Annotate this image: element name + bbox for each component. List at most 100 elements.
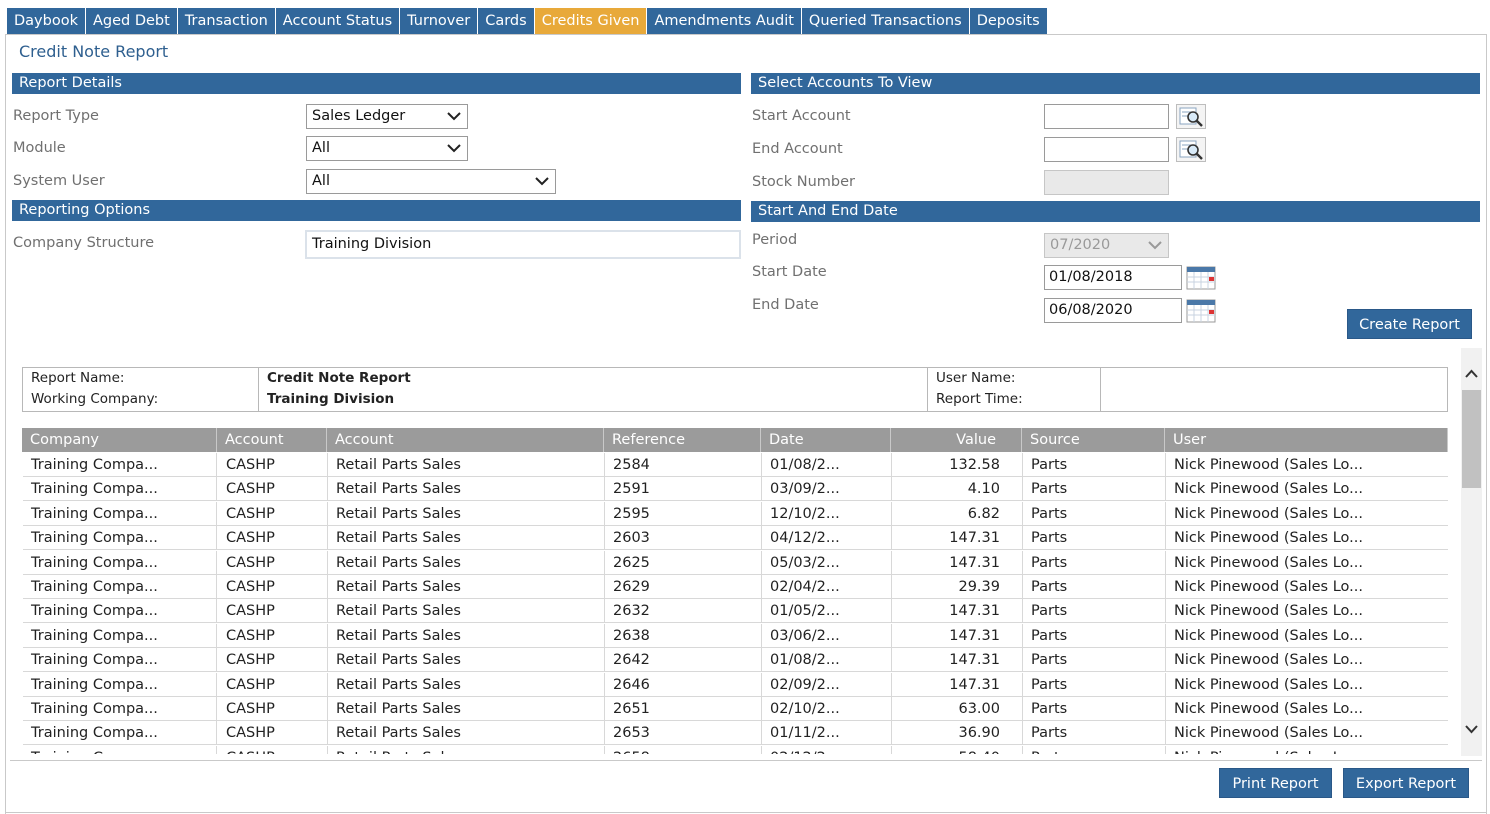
table-cell: 147.31 — [892, 623, 1023, 648]
report-type-select[interactable]: Sales Ledger — [306, 104, 468, 129]
table-cell: Parts — [1023, 453, 1166, 477]
table-cell: Nick Pinewood (Sales Lo... — [1166, 624, 1448, 648]
tab-cards[interactable]: Cards — [478, 8, 535, 34]
report-details-heading: Report Details — [12, 73, 741, 94]
column-header[interactable]: Value — [891, 428, 1022, 452]
company-structure-field[interactable]: Training Division — [305, 230, 741, 259]
table-cell: 04/12/2... — [762, 526, 892, 551]
table-cell: 6.82 — [892, 501, 1023, 526]
chevron-down-icon — [447, 112, 461, 121]
table-cell: Retail Parts Sales — [328, 575, 605, 599]
table-cell: 02/04/2... — [762, 575, 892, 599]
report-panel — [5, 34, 1487, 814]
scroll-down-icon[interactable] — [1463, 720, 1480, 737]
system-user-select[interactable]: All — [306, 169, 556, 194]
table-cell: Nick Pinewood (Sales Lo... — [1166, 648, 1448, 672]
column-header[interactable]: Reference — [604, 428, 761, 452]
table-cell: Retail Parts Sales — [328, 697, 605, 721]
tab-daybook[interactable]: Daybook — [7, 8, 86, 34]
end-date-input[interactable]: 06/08/2020 — [1044, 298, 1182, 323]
module-select[interactable]: All — [306, 136, 468, 161]
start-account-input[interactable] — [1044, 104, 1169, 129]
table-cell: CASHP — [218, 648, 328, 673]
table-cell: Parts — [1023, 745, 1166, 754]
table-cell: 2625 — [605, 550, 762, 575]
table-cell: Training Compa... — [23, 623, 217, 648]
table-cell: CASHP — [218, 453, 328, 477]
tab-aged-debt[interactable]: Aged Debt — [85, 8, 178, 34]
calendar-icon[interactable] — [1186, 266, 1216, 291]
tab-account-status[interactable]: Account Status — [275, 8, 401, 34]
tab-deposits[interactable]: Deposits — [969, 8, 1048, 34]
table-cell: CASHP — [218, 721, 328, 746]
table-cell: CASHP — [218, 599, 328, 624]
table-cell: Retail Parts Sales — [328, 477, 605, 502]
table-cell: 58.40 — [892, 745, 1023, 754]
column-header[interactable]: Company — [22, 428, 217, 452]
scrollbar-thumb[interactable] — [1462, 390, 1481, 488]
tab-transaction[interactable]: Transaction — [177, 8, 276, 34]
table-cell: 2629 — [605, 575, 762, 599]
magnifier-search-icon[interactable] — [1176, 104, 1206, 129]
tab-queried-transactions[interactable]: Queried Transactions — [801, 8, 970, 34]
print-report-button[interactable]: Print Report — [1219, 768, 1332, 798]
system-user-label: System User — [13, 173, 105, 189]
tab-turnover[interactable]: Turnover — [400, 8, 479, 34]
column-header[interactable]: Account — [217, 428, 327, 452]
start-date-input[interactable]: 01/08/2018 — [1044, 265, 1182, 290]
create-report-button[interactable]: Create Report — [1347, 309, 1472, 339]
table-cell: Parts — [1023, 648, 1166, 673]
table-cell: Nick Pinewood (Sales Lo... — [1166, 526, 1448, 550]
table-cell: Parts — [1023, 672, 1166, 697]
working-company-value: Training Division — [267, 391, 395, 407]
table-cell: 2584 — [605, 453, 762, 477]
column-header[interactable]: Source — [1022, 428, 1165, 452]
vertical-scrollbar[interactable] — [1461, 348, 1482, 756]
table-cell: 29.39 — [892, 575, 1023, 599]
table-cell: Parts — [1023, 526, 1166, 551]
period-value: 07/2020 — [1050, 237, 1111, 253]
column-header[interactable]: Account — [327, 428, 604, 452]
table-cell: CASHP — [218, 526, 328, 551]
table-cell: 02/10/2... — [762, 697, 892, 721]
column-header[interactable]: User — [1165, 428, 1448, 452]
scroll-up-icon[interactable] — [1463, 366, 1480, 383]
end-account-input[interactable] — [1044, 137, 1169, 162]
chevron-down-icon — [1148, 241, 1162, 250]
table-cell: 2646 — [605, 672, 762, 697]
table-cell: 147.31 — [892, 672, 1023, 697]
table-cell: CASHP — [218, 745, 328, 754]
report-name-label: Report Name: — [31, 370, 125, 386]
table-cell: 01/08/2... — [762, 453, 892, 477]
tab-credits-given[interactable]: Credits Given — [534, 8, 648, 34]
table-cell: Training Compa... — [23, 745, 217, 754]
column-header[interactable]: Date — [761, 428, 891, 452]
table-cell: 147.31 — [892, 648, 1023, 673]
table-cell: Nick Pinewood (Sales Lo... — [1166, 551, 1448, 575]
tab-amendments-audit[interactable]: Amendments Audit — [647, 8, 802, 34]
company-structure-label: Company Structure — [13, 235, 155, 251]
table-cell: Parts — [1023, 575, 1166, 599]
chevron-down-icon — [535, 177, 549, 186]
export-report-button[interactable]: Export Report — [1343, 768, 1469, 798]
table-cell: 147.31 — [892, 550, 1023, 575]
calendar-icon[interactable] — [1186, 299, 1216, 324]
magnifier-search-icon[interactable] — [1176, 137, 1206, 162]
table-cell: 05/03/2... — [762, 550, 892, 575]
table-cell: Nick Pinewood (Sales Lo... — [1166, 599, 1448, 623]
table-cell: CASHP — [218, 477, 328, 502]
table-cell: 2632 — [605, 599, 762, 624]
